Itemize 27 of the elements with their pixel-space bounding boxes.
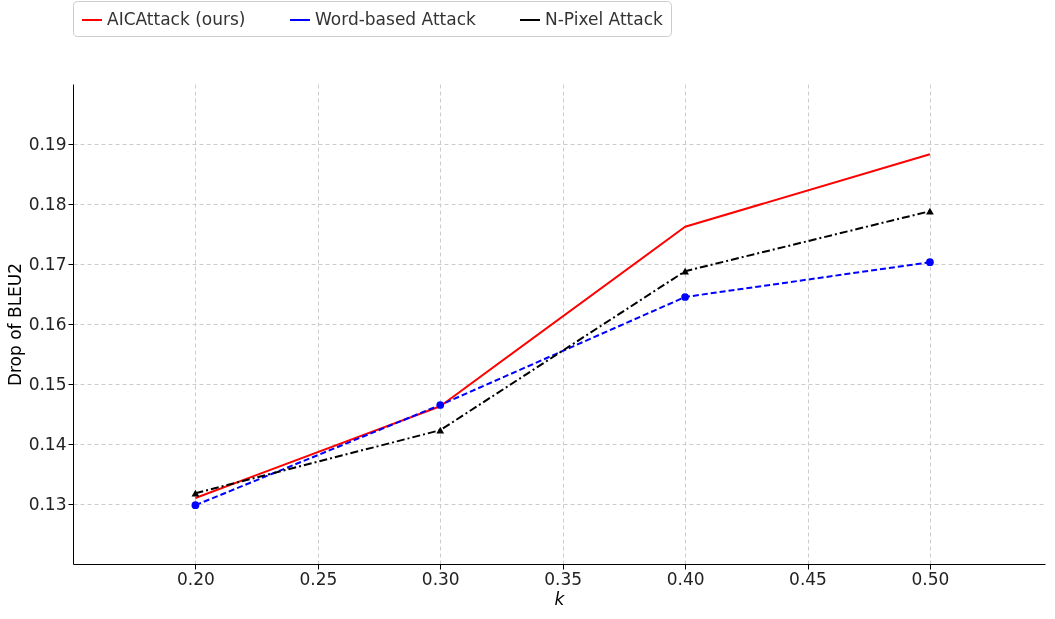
x-tick-label: 0.45 <box>789 568 827 589</box>
x-tick-label: 0.30 <box>421 568 460 589</box>
x-tick-label: 0.40 <box>666 568 705 589</box>
x-tick-label: 0.50 <box>911 568 950 589</box>
y-tick-label: 0.13 <box>28 493 67 514</box>
y-tick-label: 0.18 <box>28 193 67 214</box>
y-axis-title: Drop of BLEU2 <box>4 262 25 387</box>
point <box>681 293 689 301</box>
x-tick-label: 0.25 <box>299 568 338 589</box>
point <box>926 207 934 215</box>
legend-label: AICAttack (ours) <box>107 9 246 29</box>
point <box>436 401 445 409</box>
point <box>191 501 200 510</box>
y-tick-label: 0.16 <box>28 313 67 334</box>
y-tick-label: 0.14 <box>28 433 67 454</box>
x-axis-title: k <box>554 588 566 609</box>
x-tick-label: 0.20 <box>176 568 215 589</box>
legend-label: Word-based Attack <box>315 9 476 29</box>
y-tick-label: 0.15 <box>28 373 67 394</box>
x-tick-label: 0.35 <box>544 568 583 589</box>
point <box>926 258 934 267</box>
legend-label: N-Pixel Attack <box>545 9 663 29</box>
point <box>681 267 689 275</box>
point <box>436 426 445 434</box>
point <box>191 489 200 497</box>
y-tick-label: 0.17 <box>28 253 67 274</box>
y-tick-label: 0.19 <box>28 133 67 154</box>
